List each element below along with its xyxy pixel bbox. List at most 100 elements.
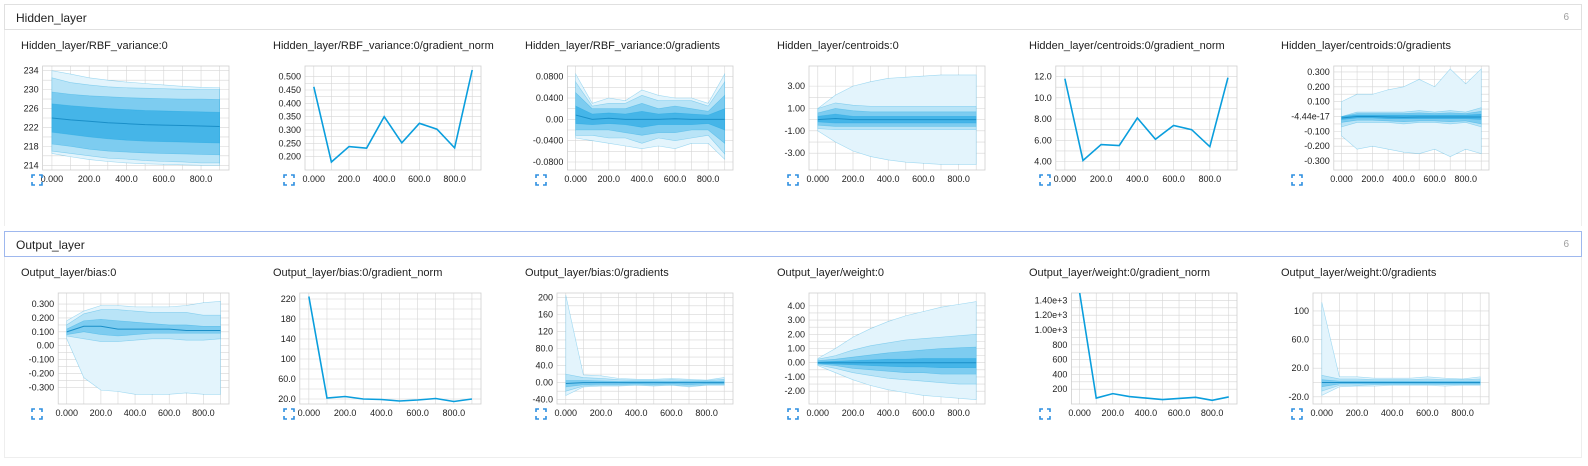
y-tick-label: -1.00 bbox=[784, 372, 805, 382]
y-tick-label: 60.0 bbox=[1291, 335, 1309, 345]
y-tick-label: 200 bbox=[1052, 384, 1067, 394]
x-tick-label: 400.0 bbox=[1135, 408, 1158, 418]
y-tick-label: 0.500 bbox=[278, 72, 301, 82]
x-tick-label: 200.0 bbox=[1090, 174, 1113, 184]
expand-icon[interactable] bbox=[31, 408, 43, 420]
expand-icon[interactable] bbox=[1291, 174, 1303, 186]
chart-title: Output_layer/bias:0/gradient_norm bbox=[273, 267, 443, 279]
chart-series bbox=[575, 72, 726, 161]
x-tick-label: 200.0 bbox=[1102, 408, 1125, 418]
y-tick-label: -0.0800 bbox=[533, 157, 564, 167]
chart-card: Hidden_layer/RBF_variance:0/gradient_nor… bbox=[257, 30, 497, 200]
expand-icon[interactable] bbox=[535, 408, 547, 420]
chart-card: Output_layer/bias:0 -0.300 -0.200 -0.100 0.0… bbox=[5, 257, 245, 427]
x-tick-label: 600.0 bbox=[912, 408, 935, 418]
chart-plot[interactable]: -0.300 -0.200 -0.100 0.00 0.100 0.200 0.300 0.0… bbox=[5, 257, 245, 427]
chart-grid bbox=[305, 66, 481, 170]
plot-frame bbox=[57, 292, 230, 405]
chart-plot[interactable]: -0.0800 -0.0400 0.00 0.0400 0.0800 0.000 200.0… bbox=[509, 30, 749, 200]
chart-plot[interactable]: 200 400 600 800 1.00e+3 1.20e+3 1.40e+3 0.000 20… bbox=[1013, 257, 1253, 427]
x-tick-label: 400.0 bbox=[1381, 408, 1404, 418]
expand-icon[interactable] bbox=[283, 174, 295, 186]
y-tick-label: 140 bbox=[281, 334, 296, 344]
plot-frame bbox=[42, 65, 230, 171]
x-tick-label: 0.000 bbox=[298, 408, 321, 418]
expand-icon[interactable] bbox=[535, 174, 547, 186]
chart-plot[interactable]: -20.0 20.0 60.0 100 0.000 200.0 400.0 600.0 800.… bbox=[1265, 257, 1505, 427]
x-tick-label: 600.0 bbox=[406, 408, 429, 418]
y-tick-label: -0.100 bbox=[1304, 126, 1330, 136]
chart-plot[interactable]: -2.00 -1.00 0.00 1.00 2.00 3.00 4.00 0.000 200.0… bbox=[761, 257, 1001, 427]
y-tick-label: 6.00 bbox=[1034, 135, 1052, 145]
chart-grid bbox=[299, 293, 481, 404]
y-tick-label: 234 bbox=[24, 66, 39, 76]
y-tick-label: 0.350 bbox=[278, 112, 301, 122]
y-tick-label: 100 bbox=[1294, 306, 1309, 316]
chart-plot[interactable]: -0.300 -0.200 -0.100 -4.44e-17 0.100 0.200 0.3… bbox=[1265, 30, 1505, 200]
y-tick-label: 0.300 bbox=[32, 299, 55, 309]
chart-series bbox=[817, 74, 977, 165]
y-tick-label: 0.400 bbox=[278, 98, 301, 108]
x-tick-label: 800.0 bbox=[1199, 174, 1222, 184]
x-tick-label: 400.0 bbox=[625, 408, 648, 418]
y-tick-label: 0.300 bbox=[278, 125, 301, 135]
expand-icon[interactable] bbox=[283, 408, 295, 420]
y-tick-label: 1.00 bbox=[787, 344, 805, 354]
chart-grid bbox=[1055, 66, 1237, 170]
expand-icon[interactable] bbox=[1039, 174, 1051, 186]
expand-icon[interactable] bbox=[1039, 408, 1051, 420]
chart-title: Hidden_layer/centroids:0 bbox=[777, 40, 899, 52]
chart-title: Output_layer/bias:0/gradients bbox=[525, 267, 669, 279]
chart-card: Hidden_layer/centroids:0/gradients -0.300… bbox=[1265, 30, 1505, 200]
y-tick-label: 0.300 bbox=[1307, 67, 1330, 77]
distribution-band bbox=[817, 113, 977, 124]
median-line bbox=[817, 118, 977, 121]
y-tick-label: -0.0400 bbox=[533, 136, 564, 146]
expand-icon[interactable] bbox=[31, 174, 43, 186]
chart-series bbox=[1321, 302, 1481, 396]
section-header-output-layer[interactable]: Output_layer 6 bbox=[4, 231, 1582, 257]
chart-plot[interactable]: 4.00 6.00 8.00 10.0 12.0 0.000 200.0 400.0 600.0… bbox=[1013, 30, 1253, 200]
y-tick-label: 120 bbox=[538, 326, 553, 336]
y-tick-label: 160 bbox=[538, 309, 553, 319]
expand-icon[interactable] bbox=[787, 408, 799, 420]
y-tick-label: -4.44e-17 bbox=[1291, 112, 1330, 122]
x-tick-label: 200.0 bbox=[842, 174, 865, 184]
y-tick-label: 4.00 bbox=[787, 301, 805, 311]
chart-series bbox=[1064, 77, 1229, 162]
chart-series bbox=[565, 295, 725, 396]
expand-icon[interactable] bbox=[787, 174, 799, 186]
section-header-hidden-layer[interactable]: Hidden_layer 6 bbox=[4, 4, 1582, 30]
chart-plot[interactable]: -3.00 -1.00 1.00 3.00 0.000 200.0 400.0 600.0 80… bbox=[761, 30, 1001, 200]
x-tick-label: 600.0 bbox=[1423, 174, 1446, 184]
x-tick-label: 600.0 bbox=[408, 174, 431, 184]
x-tick-label: 0.000 bbox=[807, 408, 830, 418]
y-tick-label: 600 bbox=[1052, 355, 1067, 365]
x-tick-label: 400.0 bbox=[373, 174, 396, 184]
chart-title: Hidden_layer/RBF_variance:0/gradient_nor… bbox=[273, 40, 494, 52]
x-tick-label: 400.0 bbox=[124, 408, 147, 418]
y-tick-label: 0.100 bbox=[32, 327, 55, 337]
series-line bbox=[313, 69, 473, 164]
chart-series bbox=[1341, 68, 1482, 157]
chart-plot[interactable]: 20.0 60.0 100 140 180 220 0.000 200.0 400.0 600.0… bbox=[257, 257, 497, 427]
expand-icon[interactable] bbox=[1291, 408, 1303, 420]
y-tick-label: -0.300 bbox=[1304, 156, 1330, 166]
y-tick-label: 60.0 bbox=[278, 374, 296, 384]
x-tick-label: 400.0 bbox=[115, 174, 138, 184]
section-title: Output_layer bbox=[16, 238, 85, 252]
chart-plot[interactable]: 0.200 0.250 0.300 0.350 0.400 0.450 0.500 0.000… bbox=[257, 30, 497, 200]
chart-plot[interactable]: 214 218 222 226 230 234 0.000 200.0 400.0 600.0 80… bbox=[5, 30, 245, 200]
y-tick-label: -40.0 bbox=[532, 395, 553, 405]
chart-card: Hidden_layer/RBF_variance:0 214 218 222 226 2… bbox=[5, 30, 245, 200]
x-tick-label: 400.0 bbox=[1126, 174, 1149, 184]
y-tick-label: -0.300 bbox=[29, 382, 55, 392]
y-tick-label: 8.00 bbox=[1034, 114, 1052, 124]
series-line bbox=[308, 296, 473, 403]
chart-title: Output_layer/weight:0 bbox=[777, 267, 885, 279]
x-tick-label: 800.0 bbox=[947, 408, 970, 418]
y-tick-label: 1.20e+3 bbox=[1035, 310, 1068, 320]
chart-plot[interactable]: -40.0 0.00 40.0 80.0 120 160 200 0.000 200.0 400.… bbox=[509, 257, 749, 427]
x-tick-label: 0.000 bbox=[1068, 408, 1091, 418]
x-tick-label: 200.0 bbox=[598, 174, 621, 184]
